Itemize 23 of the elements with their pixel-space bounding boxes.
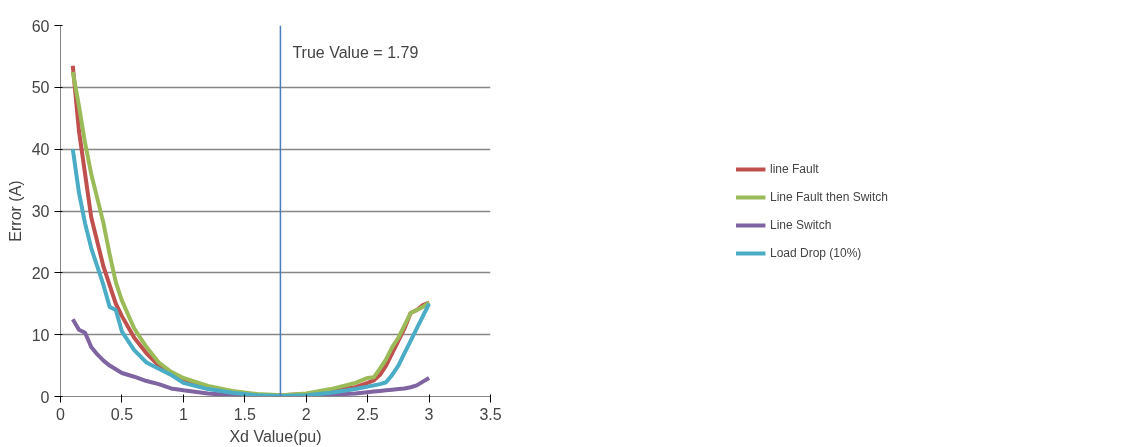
y-tick-label: 50 xyxy=(31,79,50,97)
y-tick-label: 0 xyxy=(40,388,50,406)
x-tick-label: 1 xyxy=(178,405,188,423)
y-axis-title: Error (A) xyxy=(6,180,24,242)
legend-label: Line Switch xyxy=(769,217,832,232)
x-axis-title: Xd Value(pu) xyxy=(229,427,322,445)
y-tick-label: 60 xyxy=(31,17,50,35)
x-tick-label: 0 xyxy=(56,405,66,423)
y-tick-label: 20 xyxy=(31,264,50,282)
x-tick-label: 2 xyxy=(301,405,311,423)
line-series xyxy=(70,147,432,397)
x-tick-label: 3.5 xyxy=(479,405,502,423)
y-tick-label: 30 xyxy=(31,203,50,220)
y-tick-label: 10 xyxy=(31,326,50,344)
x-tick-label: 0.5 xyxy=(110,405,134,423)
legend-label: Line Fault then Switch xyxy=(769,189,889,204)
ref-line-label: True Value = 1.79 xyxy=(292,43,419,61)
legend-label: line Fault xyxy=(769,161,819,176)
x-tick-label: 2.5 xyxy=(356,405,379,423)
y-tick-label: 40 xyxy=(31,141,50,159)
x-tick-label: 1.5 xyxy=(233,405,257,423)
legend-label: Load Drop (10%) xyxy=(769,245,862,260)
x-tick-label: 3 xyxy=(424,405,434,423)
